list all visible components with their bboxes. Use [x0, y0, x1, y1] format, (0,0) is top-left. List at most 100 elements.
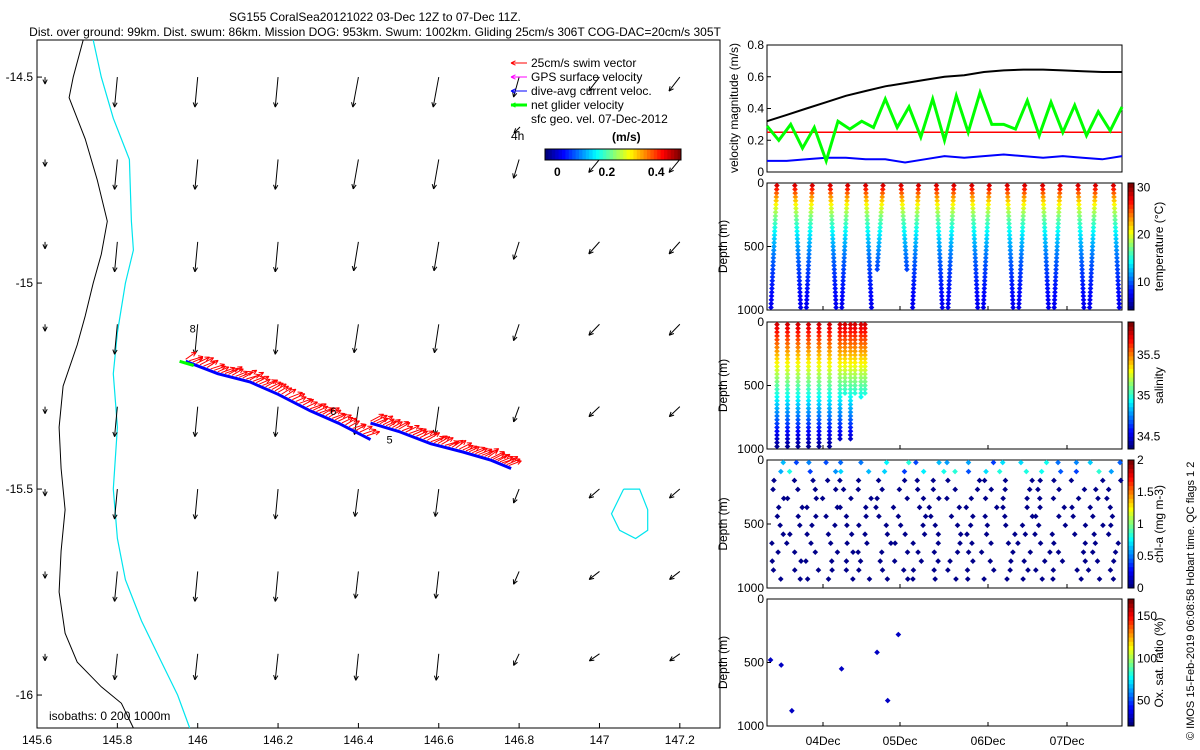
temperature-point [972, 255, 979, 261]
salinity-point [816, 348, 822, 355]
temperature-point [936, 243, 943, 250]
temperature-point [1010, 304, 1016, 311]
temperature-point [1114, 255, 1120, 261]
arrow-head [353, 593, 356, 599]
arrow-head [380, 413, 385, 419]
chla-point [1105, 531, 1112, 538]
colorbar-cell [1128, 406, 1134, 412]
temperature-point [1110, 186, 1117, 193]
salinity-point [837, 329, 843, 335]
arrow-shaft [487, 449, 499, 458]
salinity-point [795, 352, 801, 358]
colorbar-cell [1128, 322, 1134, 327]
temperature-point [805, 266, 812, 273]
salinity-point [847, 405, 854, 412]
arrow-head [42, 656, 46, 662]
arrow-head [44, 573, 48, 579]
salinity-point [795, 344, 801, 351]
salinity-point [774, 386, 780, 393]
chla-point [809, 522, 815, 529]
legend-arrow [510, 74, 527, 80]
temperature-point [1057, 182, 1063, 189]
salinity-point [784, 371, 791, 377]
temperature-point [1115, 293, 1122, 299]
colorbar-cell [636, 149, 641, 160]
arrow-shaft [376, 417, 389, 424]
arrow-shaft [508, 460, 522, 467]
colorbar-cell [1128, 293, 1134, 298]
salinity-point [858, 359, 864, 366]
temperature-point [808, 209, 814, 216]
velocity-arrow [192, 489, 199, 520]
arrow-shaft [239, 371, 254, 378]
temperature-point [1004, 186, 1011, 193]
swim-vector-arrow [366, 430, 381, 437]
chla-point [954, 522, 961, 529]
salinity-point [852, 359, 858, 366]
x-tick-label: 145.6 [22, 733, 52, 747]
salinity-point [816, 367, 822, 374]
colorbar-cell [1128, 515, 1134, 521]
temperature-point [1111, 197, 1117, 204]
salinity-point [852, 340, 858, 347]
temperature-point [1114, 270, 1121, 276]
arrow-shaft [274, 324, 279, 355]
salinity-point [795, 416, 801, 423]
salinity-point [858, 356, 864, 362]
temperature-point [793, 213, 800, 219]
arrow-head [44, 326, 48, 332]
salinity-point [774, 359, 780, 366]
salinity-point [847, 386, 854, 393]
salinity-point [795, 340, 801, 347]
temperature-point [900, 213, 907, 219]
chla-point [999, 459, 1006, 466]
salinity-point [842, 375, 848, 381]
arrow-head [589, 659, 595, 662]
arrow-head [114, 349, 118, 355]
temperature-point [1087, 289, 1094, 296]
temperature-point [900, 220, 907, 227]
salinity-point [805, 321, 812, 328]
salinity-point [784, 378, 791, 385]
salinity-point [784, 405, 791, 412]
colorbar-cell [1128, 502, 1134, 508]
temperature-point [875, 255, 881, 261]
temperature-point [937, 270, 944, 276]
salinity-point [858, 329, 864, 335]
temperature-point [1113, 251, 1120, 257]
velocity-arrow [273, 77, 279, 108]
temperature-point [910, 289, 917, 296]
temperature-point [1110, 182, 1117, 189]
velocity-arrow [512, 324, 520, 342]
arrow-head [352, 102, 357, 108]
swim-vector-arrow [185, 351, 197, 360]
chla-point [780, 495, 787, 502]
temperature-point [901, 224, 907, 231]
temperature-point [899, 205, 906, 212]
swim-vector-arrow [416, 430, 429, 437]
temperature-point [1043, 258, 1050, 265]
salinity-point [826, 439, 833, 446]
y-tick-label: 1000 [737, 719, 764, 733]
colorbar-cell [602, 149, 607, 160]
temperature-point [984, 213, 991, 219]
temperature-point [1116, 297, 1122, 303]
arrow-shaft [194, 159, 199, 190]
arrow-shaft [313, 403, 327, 411]
velocity-arrow [588, 323, 600, 336]
colorbar-cell [551, 149, 556, 160]
swim-vector-arrow [249, 371, 265, 381]
salinity-point [852, 371, 858, 377]
chla-point [901, 468, 908, 475]
temperature-point [985, 205, 992, 212]
velocity-arrow [192, 653, 199, 681]
salinity-point [795, 371, 801, 377]
salinity-point [847, 359, 854, 366]
arrow-shaft [265, 379, 278, 388]
salinity-point [795, 432, 801, 438]
salinity-point [826, 436, 833, 442]
salinity-point [847, 401, 854, 408]
salinity-point [784, 443, 791, 450]
salinity-point [842, 329, 848, 335]
arrow-shaft [434, 488, 440, 517]
